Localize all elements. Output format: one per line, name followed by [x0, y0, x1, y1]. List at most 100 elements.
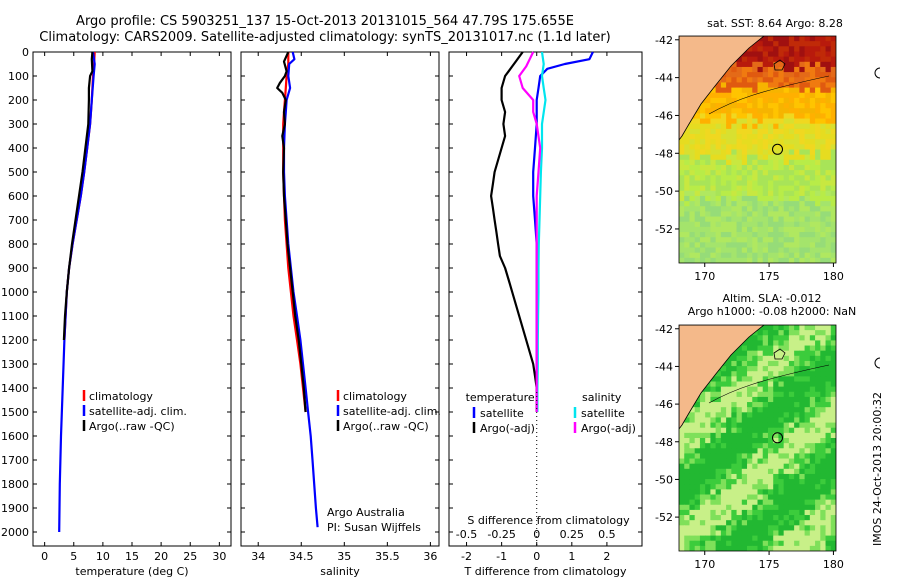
sla_map-cell: [689, 463, 696, 470]
sst_map-cell: [820, 72, 827, 78]
sst_map-cell: [752, 221, 759, 228]
sla_map-cell: [679, 438, 685, 444]
sst_map-cell: [689, 201, 696, 207]
sla_map-cell: [726, 535, 732, 542]
sst_map-cell: [699, 175, 706, 182]
sla_map-cell: [689, 473, 696, 480]
sst_map-cell: [731, 108, 738, 114]
sst_map-cell: [705, 190, 711, 197]
sla_map-cell: [741, 360, 748, 367]
sla_map-cell: [710, 386, 717, 393]
sla_map-cell: [820, 545, 827, 551]
sst_map-cell: [752, 170, 759, 176]
salinity-legend-label: Argo(..raw -QC): [343, 420, 429, 433]
sst_map-cell: [689, 154, 696, 161]
sst_map-cell: [773, 149, 780, 156]
sla_map-cell: [809, 438, 816, 444]
sst_map-cell: [747, 164, 753, 171]
sst_map-cell: [773, 56, 780, 63]
sla_map-cell: [820, 525, 827, 532]
sst_map-cell: [726, 201, 732, 207]
sla_map-cell: [820, 360, 827, 367]
sst_map-cell: [767, 134, 774, 140]
sla_map-cell: [799, 499, 806, 506]
sla_map-cell: [778, 330, 785, 336]
sst_map-cell: [715, 175, 722, 182]
sst_map-cell: [809, 77, 816, 84]
sst_map-xtick-label: 170: [694, 270, 715, 283]
sst_map-cell: [699, 211, 706, 218]
sst_map-cell: [778, 247, 785, 254]
sst_map-cell: [715, 139, 722, 145]
sst_map-cell: [762, 216, 769, 223]
sla_map-cell: [736, 468, 743, 475]
sst_map-cell: [820, 103, 827, 109]
sst_map-cell: [783, 108, 790, 114]
sst_map-cell: [752, 226, 759, 233]
sla_map-cell: [762, 535, 769, 542]
sst_map-cell: [715, 134, 722, 140]
sla_map-cell: [820, 499, 827, 506]
sst_map-cell: [778, 164, 785, 171]
sst_map-cell: [773, 195, 780, 202]
sla_map-cell: [747, 360, 753, 367]
sst_map-cell: [757, 149, 764, 156]
sla_map-cell: [783, 484, 790, 490]
sla_map-cell: [799, 396, 806, 403]
sla_map-cell: [820, 520, 827, 526]
sla_map-cell: [767, 391, 774, 398]
sst_map-cell: [731, 66, 738, 73]
sla_map-cell: [762, 417, 769, 424]
sst_map-cell: [679, 144, 685, 151]
sst_map-cell: [731, 77, 738, 84]
sla_map-cell: [767, 335, 774, 342]
sla_map-cell: [825, 376, 832, 383]
sla_map-cell: [825, 355, 832, 362]
sst_map-cell: [720, 237, 727, 243]
sst_map-cell: [825, 242, 832, 249]
sla_map-cell: [736, 484, 743, 490]
sla_map-cell: [794, 345, 800, 352]
sst_map-cell: [726, 77, 732, 84]
sst_map-cell: [705, 97, 711, 104]
sla_map-cell: [694, 499, 701, 506]
sla_map-cell: [809, 417, 816, 424]
sst_map-cell: [778, 82, 785, 89]
sst_map-cell: [804, 144, 811, 151]
sla_map-cell: [699, 479, 706, 485]
sla_map-cell: [679, 489, 685, 496]
sst_map-cell: [752, 180, 759, 187]
sla_map-cell: [752, 458, 759, 465]
sst_map-cell: [726, 232, 732, 238]
sst_map-cell: [794, 144, 800, 151]
sst_map-cell: [762, 77, 769, 84]
sla_map-cell: [794, 381, 800, 388]
sla_map-cell: [830, 453, 836, 460]
sla_map-cell: [804, 350, 811, 357]
sst_map-cell: [820, 56, 827, 63]
sla_map-cell: [757, 402, 764, 408]
sla_map-cell: [689, 407, 696, 413]
sst_map-cell: [815, 56, 821, 63]
sst_map-cell: [757, 118, 764, 125]
sla_map-cell: [825, 340, 832, 347]
sst_map-cell: [778, 36, 785, 42]
sla_map-cell: [830, 509, 836, 516]
sla_map-cell: [773, 350, 780, 357]
sst_map-cell: [699, 113, 706, 120]
sst_map-cell: [757, 226, 764, 233]
sla_map-cell: [815, 504, 821, 511]
sla_map-cell: [794, 530, 800, 537]
sst_map-cell: [741, 170, 748, 176]
sst_map-cell: [767, 139, 774, 145]
sla_map-cell: [694, 396, 701, 403]
sla_map-cell: [830, 345, 836, 352]
sla_map-cell: [799, 412, 806, 419]
sst_map-cell: [825, 216, 832, 223]
sla_map-cell: [694, 427, 701, 434]
sst_map-cell: [699, 108, 706, 114]
sla_map-cell: [820, 345, 827, 352]
sst_map-cell: [699, 134, 706, 140]
sla_map-cell: [757, 386, 764, 393]
sst_map-cell: [804, 113, 811, 120]
